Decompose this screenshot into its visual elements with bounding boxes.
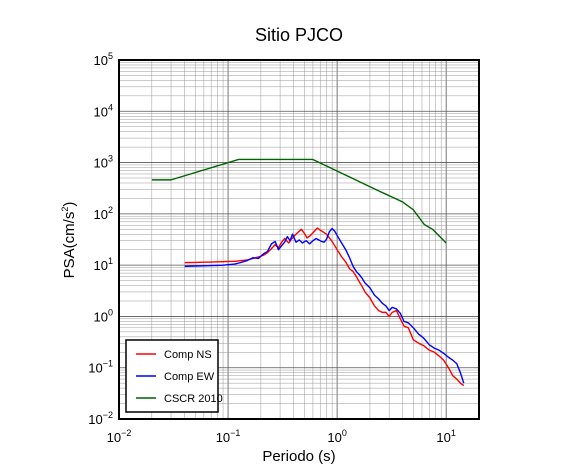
y-tick-exponent: 5 [108,51,113,61]
legend-label-cscr-2010: CSCR 2010 [164,393,223,405]
y-axis-label-close: ) [61,202,78,207]
y-tick-exponent: −1 [103,359,113,369]
y-tick-label: 103 [94,154,113,171]
x-tick-base: 10 [436,430,450,445]
series-line-comp-ew [184,227,465,384]
y-tick-base: 10 [88,412,102,427]
x-tick-base: 10 [107,430,121,445]
y-tick-label: 101 [94,256,113,273]
y-tick-label: 100 [94,307,113,324]
series-line-cscr-2010 [151,158,447,244]
y-tick-label: 10−1 [88,359,113,376]
x-tick-exponent: −2 [121,428,131,438]
y-axis-label-main: PSA(cm/s [61,212,78,279]
plot-frame [118,59,480,420]
y-tick-label: 105 [94,51,113,68]
x-tick-base: 10 [216,430,230,445]
series-lines [151,158,465,387]
y-tick-base: 10 [94,104,108,119]
x-tick-label: 10−1 [216,428,241,445]
x-tick-exponent: 1 [451,428,456,438]
x-tick-exponent: −1 [230,428,240,438]
y-tick-base: 10 [94,156,108,171]
y-axis-label-superscript: 2 [60,207,70,212]
y-tick-label: 102 [94,205,113,222]
x-tick-exponent: 0 [342,428,347,438]
y-axis-label: PSA(cm/s2) [60,202,78,279]
y-tick-base: 10 [94,207,108,222]
y-tick-base: 10 [94,309,108,324]
y-tick-exponent: 1 [108,256,113,266]
chart-title: Sitio PJCO [255,25,343,45]
y-tick-exponent: 4 [108,102,113,112]
y-tick-base: 10 [94,258,108,273]
y-tick-base: 10 [94,53,108,68]
legend-label-comp-ew: Comp EW [164,371,215,383]
y-tick-exponent: 3 [108,154,113,164]
y-tick-base: 10 [88,361,102,376]
x-tick-label: 101 [436,428,455,445]
y-tick-exponent: 2 [108,205,113,215]
x-tick-label: 10−2 [107,428,132,445]
x-axis-label: Periodo (s) [262,448,335,465]
y-tick-label: 10−2 [88,410,113,427]
legend: Comp NS Comp EW CSCR 2010 [125,339,223,413]
series-line-comp-ns [184,227,465,387]
x-tick-label: 100 [327,428,346,445]
legend-label-comp-ns: Comp NS [164,349,212,361]
x-tick-base: 10 [327,430,341,445]
y-tick-exponent: −2 [103,410,113,420]
y-tick-label: 104 [94,102,113,119]
y-tick-exponent: 0 [108,307,113,317]
grid-lines [118,59,480,420]
x-tick-labels: 10−2 10−1 100 101 [107,428,456,445]
